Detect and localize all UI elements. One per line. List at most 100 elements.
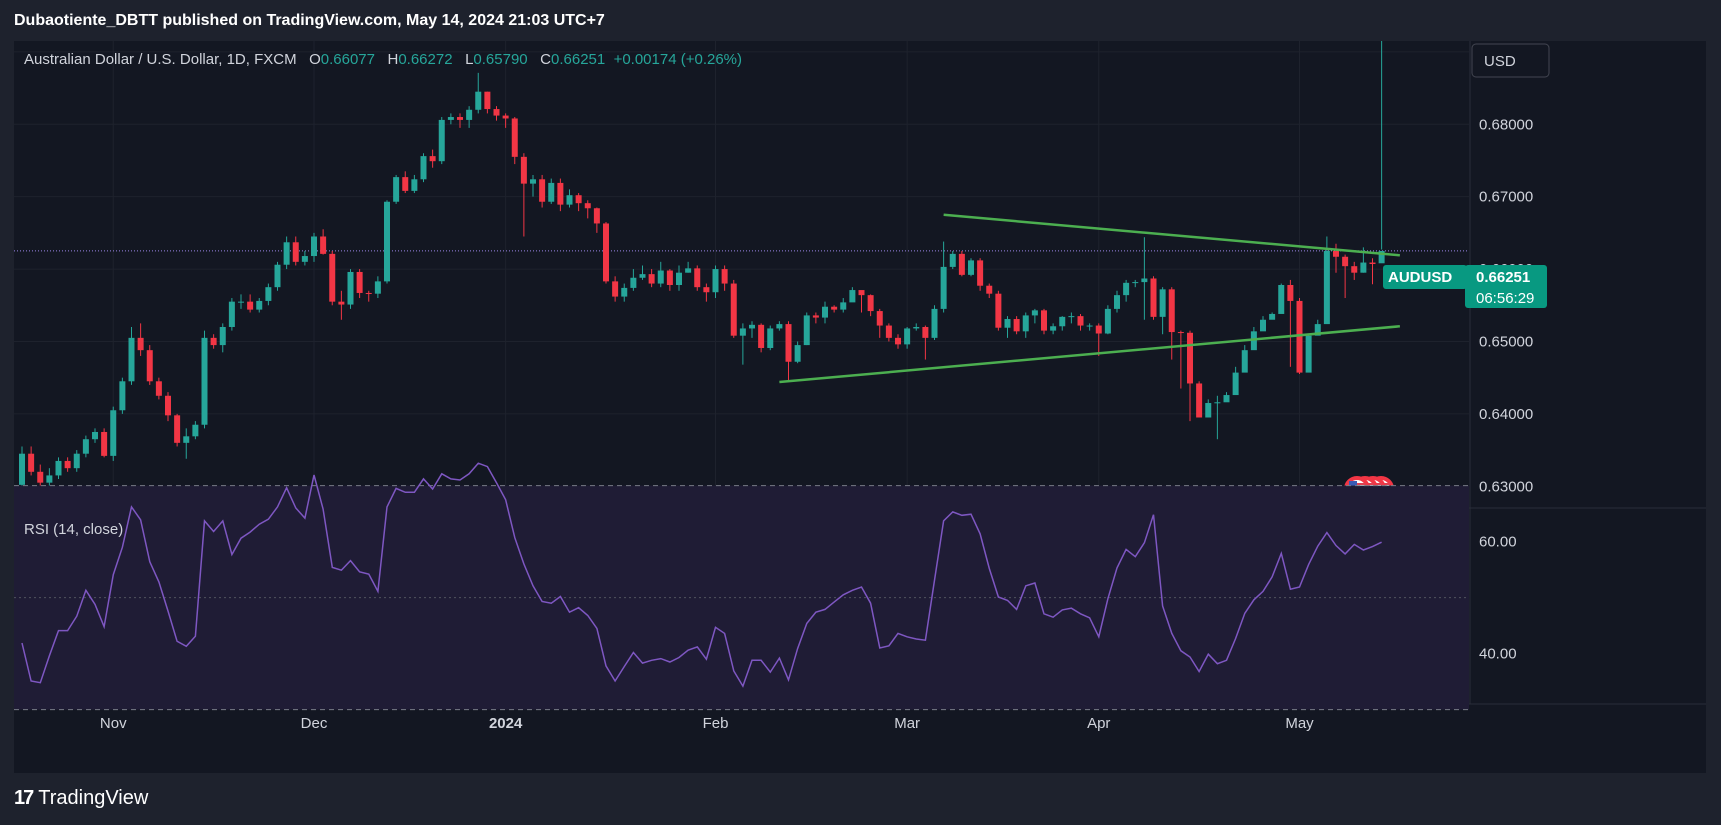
candle[interactable]: [19, 446, 25, 490]
candle[interactable]: [721, 265, 728, 291]
candle[interactable]: [447, 113, 454, 125]
candle[interactable]: [165, 392, 171, 422]
candle[interactable]: [703, 283, 710, 302]
candle[interactable]: [931, 305, 938, 341]
candle[interactable]: [840, 298, 847, 313]
candle[interactable]: [1314, 319, 1321, 336]
candle[interactable]: [1150, 276, 1157, 320]
candle[interactable]: [922, 325, 929, 360]
candle[interactable]: [812, 312, 819, 324]
candle[interactable]: [867, 294, 874, 317]
candle[interactable]: [1077, 313, 1084, 331]
candle[interactable]: [320, 229, 327, 255]
candle[interactable]: [247, 294, 254, 313]
candle[interactable]: [977, 258, 984, 291]
candle[interactable]: [1323, 236, 1330, 325]
candle[interactable]: [393, 174, 400, 204]
candle[interactable]: [311, 232, 317, 262]
candle[interactable]: [885, 323, 892, 342]
candle[interactable]: [265, 283, 272, 306]
candle[interactable]: [1223, 392, 1230, 403]
candle[interactable]: [338, 290, 345, 320]
candle[interactable]: [739, 323, 746, 365]
candle[interactable]: [384, 200, 390, 284]
candle[interactable]: [1305, 334, 1312, 373]
candle[interactable]: [356, 269, 363, 299]
candle[interactable]: [192, 421, 199, 440]
candle[interactable]: [301, 250, 308, 266]
candle[interactable]: [128, 326, 135, 385]
candle[interactable]: [968, 258, 974, 277]
candle[interactable]: [1022, 312, 1029, 338]
candle[interactable]: [730, 279, 737, 338]
candle[interactable]: [1095, 323, 1102, 356]
candle[interactable]: [466, 106, 473, 128]
candle[interactable]: [347, 269, 354, 309]
candle[interactable]: [1050, 323, 1057, 335]
candle[interactable]: [137, 323, 144, 356]
candle[interactable]: [374, 276, 381, 299]
candle[interactable]: [457, 113, 463, 128]
resistance-trendline[interactable]: [943, 213, 1400, 257]
candle[interactable]: [995, 290, 1002, 331]
candle[interactable]: [28, 446, 35, 476]
candle[interactable]: [1342, 254, 1349, 299]
candle[interactable]: [575, 193, 582, 212]
candle[interactable]: [365, 290, 372, 302]
candle[interactable]: [101, 428, 108, 458]
candle[interactable]: [940, 241, 947, 313]
candle[interactable]: [292, 236, 299, 266]
candle[interactable]: [520, 153, 527, 237]
candle[interactable]: [593, 207, 600, 233]
candle[interactable]: [767, 325, 774, 351]
candle[interactable]: [603, 222, 609, 284]
candle[interactable]: [420, 153, 427, 183]
candle[interactable]: [612, 276, 619, 302]
candle[interactable]: [1269, 312, 1276, 320]
candle[interactable]: [1132, 279, 1139, 288]
candle[interactable]: [1205, 399, 1212, 418]
candle[interactable]: [511, 117, 518, 165]
candle[interactable]: [429, 149, 436, 168]
candle[interactable]: [1369, 258, 1376, 285]
candle[interactable]: [584, 200, 591, 219]
candle[interactable]: [1378, 41, 1385, 264]
candle[interactable]: [64, 457, 71, 472]
candle[interactable]: [210, 334, 217, 349]
candle[interactable]: [694, 265, 701, 291]
candle[interactable]: [46, 468, 53, 487]
candle[interactable]: [913, 323, 920, 331]
candle[interactable]: [73, 450, 80, 472]
candle[interactable]: [776, 321, 783, 331]
candle[interactable]: [849, 287, 856, 303]
candle[interactable]: [238, 294, 244, 309]
candle[interactable]: [1159, 287, 1166, 335]
candle[interactable]: [1004, 316, 1011, 338]
candle[interactable]: [1013, 316, 1020, 335]
candle[interactable]: [411, 174, 418, 194]
candle[interactable]: [666, 269, 673, 291]
candle[interactable]: [1141, 237, 1148, 320]
candle[interactable]: [219, 323, 226, 353]
candle[interactable]: [803, 312, 810, 346]
candle[interactable]: [110, 406, 117, 461]
candle[interactable]: [539, 174, 546, 208]
candle[interactable]: [712, 265, 719, 299]
candle[interactable]: [1104, 305, 1111, 335]
candle[interactable]: [630, 269, 637, 291]
candle[interactable]: [648, 269, 655, 288]
candle[interactable]: [438, 117, 445, 165]
candle[interactable]: [329, 250, 336, 306]
support-trendline[interactable]: [779, 325, 1400, 384]
candle[interactable]: [876, 308, 883, 338]
candle[interactable]: [1351, 261, 1358, 280]
currency-button-label[interactable]: USD: [1484, 53, 1516, 70]
candle[interactable]: [1260, 316, 1266, 332]
candle[interactable]: [228, 298, 235, 331]
candle[interactable]: [794, 341, 801, 364]
candle[interactable]: [1041, 308, 1047, 335]
candle[interactable]: [749, 321, 755, 338]
candle[interactable]: [1059, 316, 1066, 331]
candle[interactable]: [119, 377, 126, 414]
candle[interactable]: [183, 428, 190, 459]
